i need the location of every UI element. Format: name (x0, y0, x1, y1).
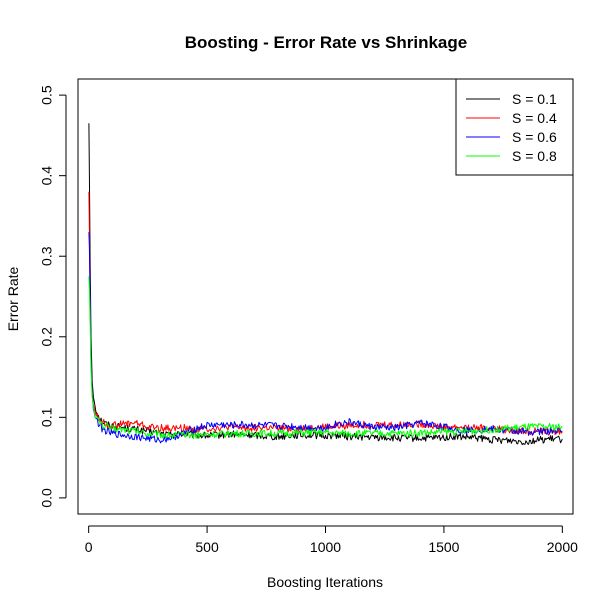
x-tick-label: 1500 (428, 539, 459, 555)
y-tick-label: 0.0 (39, 488, 55, 508)
y-tick-label: 0.5 (39, 85, 55, 105)
chart-title: Boosting - Error Rate vs Shrinkage (185, 33, 467, 52)
legend-label: S = 0.1 (512, 91, 557, 107)
legend-label: S = 0.8 (512, 148, 557, 164)
legend-box (455, 78, 574, 176)
series-line-04 (88, 191, 563, 436)
x-axis: 0 500 1000 1500 2000 (85, 525, 578, 555)
legend: S = 0.1 S = 0.4 S = 0.6 S = 0.8 (455, 78, 574, 176)
y-tick-label: 0.3 (39, 246, 55, 266)
y-tick-label: 0.1 (39, 407, 55, 427)
y-tick-label: 0.2 (39, 327, 55, 347)
x-tick-label: 2000 (547, 539, 578, 555)
series-line-01 (88, 123, 563, 446)
x-tick-label: 0 (85, 539, 93, 555)
plot-frame (77, 78, 574, 515)
plot-series-group (88, 123, 563, 446)
legend-label: S = 0.6 (512, 129, 557, 145)
x-tick-label: 1000 (310, 539, 341, 555)
series-line-08 (88, 276, 563, 440)
x-axis-label: Boosting Iterations (267, 574, 383, 590)
x-tick-label: 500 (195, 539, 219, 555)
legend-label: S = 0.4 (512, 110, 557, 126)
y-axis: 0.0 0.1 0.2 0.3 0.4 0.5 (39, 85, 67, 508)
y-tick-label: 0.4 (39, 166, 55, 186)
y-axis-label: Error Rate (5, 267, 21, 332)
